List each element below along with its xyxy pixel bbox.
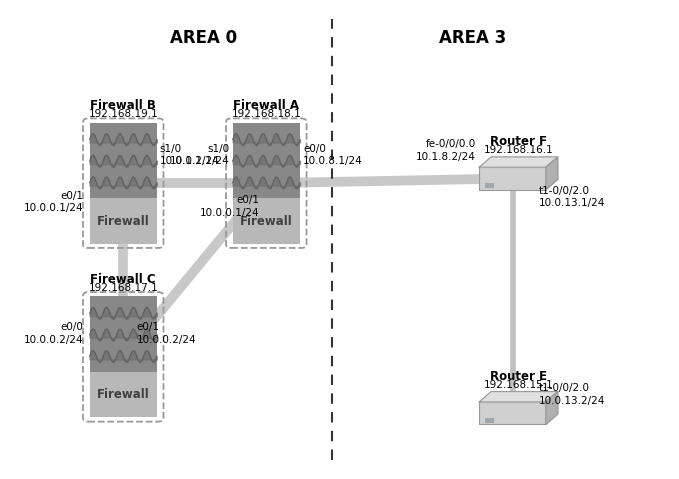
Text: e0/1
10.0.0.1/24: e0/1 10.0.0.1/24	[24, 191, 84, 213]
Text: AREA 0: AREA 0	[170, 29, 237, 46]
FancyBboxPatch shape	[90, 372, 157, 417]
Text: e0/0
10.0.0.2/24: e0/0 10.0.0.2/24	[24, 322, 84, 344]
Text: e0/1
10.0.0.1/24: e0/1 10.0.0.1/24	[200, 195, 259, 218]
Text: t1-0/0/2.0
10.0.13.1/24: t1-0/0/2.0 10.0.13.1/24	[539, 186, 606, 208]
Text: 192.168.17.1: 192.168.17.1	[88, 283, 158, 293]
Text: AREA 3: AREA 3	[439, 29, 507, 46]
FancyBboxPatch shape	[90, 198, 157, 244]
FancyBboxPatch shape	[90, 297, 157, 372]
FancyBboxPatch shape	[489, 183, 492, 187]
Text: Router F: Router F	[490, 136, 547, 148]
Text: Firewall A: Firewall A	[234, 99, 299, 112]
Text: e0/1
10.0.0.2/24: e0/1 10.0.0.2/24	[136, 322, 196, 344]
FancyBboxPatch shape	[233, 198, 300, 244]
Text: s1/0
10.0.1.2/24: s1/0 10.0.1.2/24	[160, 144, 219, 166]
Text: fe-0/0/0.0
10.1.8.2/24: fe-0/0/0.0 10.1.8.2/24	[416, 139, 476, 161]
FancyBboxPatch shape	[233, 123, 300, 198]
Text: Firewall B: Firewall B	[90, 99, 156, 112]
Text: 192.168.18.1: 192.168.18.1	[232, 109, 301, 119]
Text: Firewall: Firewall	[97, 215, 149, 228]
Text: 192.168.19.1: 192.168.19.1	[88, 109, 158, 119]
FancyBboxPatch shape	[479, 402, 546, 424]
FancyBboxPatch shape	[485, 418, 488, 422]
Polygon shape	[479, 392, 557, 402]
Polygon shape	[479, 157, 557, 167]
FancyBboxPatch shape	[479, 167, 546, 190]
Text: s1/0
10.0.1.1/24: s1/0 10.0.1.1/24	[170, 144, 230, 166]
Text: Firewall: Firewall	[97, 388, 149, 401]
Text: Firewall C: Firewall C	[90, 273, 156, 285]
FancyBboxPatch shape	[489, 418, 492, 422]
Polygon shape	[546, 157, 557, 190]
Text: 192.168.15.1: 192.168.15.1	[483, 380, 553, 390]
FancyBboxPatch shape	[485, 183, 488, 187]
Text: Router E: Router E	[490, 370, 547, 383]
FancyBboxPatch shape	[90, 123, 157, 198]
Polygon shape	[546, 392, 557, 424]
Text: t1-0/0/2.0
10.0.13.2/24: t1-0/0/2.0 10.0.13.2/24	[539, 383, 606, 406]
Text: e0/0
10.0.8.1/24: e0/0 10.0.8.1/24	[303, 144, 363, 166]
Text: Firewall: Firewall	[240, 215, 293, 228]
Text: 192.168.16.1: 192.168.16.1	[483, 145, 553, 155]
